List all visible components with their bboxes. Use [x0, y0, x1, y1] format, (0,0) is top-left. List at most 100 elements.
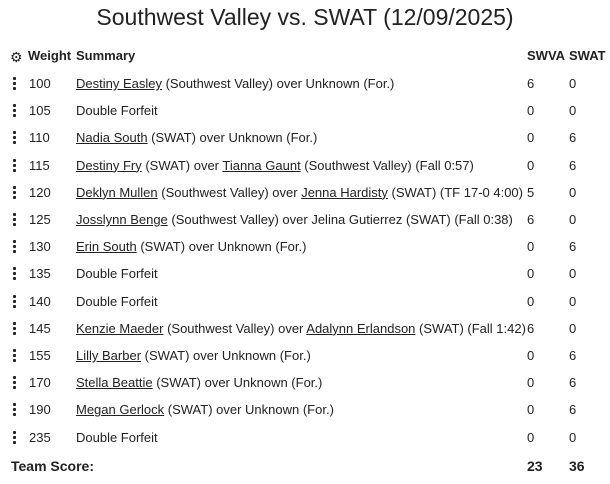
weight: 145 [29, 320, 51, 336]
wrestler-link[interactable]: Stella Beattie [76, 375, 153, 391]
wrestler-link[interactable]: Deklyn Mullen [76, 184, 158, 200]
more-menu-icon[interactable] [13, 131, 17, 146]
wrestler-link[interactable]: Kenzie Maeder [76, 320, 164, 336]
summary-text: (Southwest Valley) over Unknown (For.) [161, 76, 395, 91]
summary-text: Double Forfeit [76, 429, 158, 445]
wrestler-link[interactable]: Nadia South [76, 130, 148, 146]
table-row: 110 Nadia South (SWAT) over Unknown (For… [0, 130, 610, 150]
summary-text: (SWAT) over Unknown (For.) [164, 402, 334, 418]
summary-text: (SWAT) over Unknown (For.) [152, 375, 323, 391]
summary: Double Forfeit [76, 430, 158, 446]
summary: Deklyn Mullen (Southwest Valley) over Je… [76, 185, 523, 201]
table-row: 140 Double Forfeit 0 0 [0, 294, 610, 314]
wrestler-link[interactable]: Lilly Barber [76, 348, 142, 363]
team-b-points: 6 [569, 157, 577, 173]
summary: Double Forfeit [76, 103, 158, 119]
more-menu-icon[interactable] [13, 349, 17, 364]
wrestler-link[interactable]: Tianna Gaunt [222, 157, 301, 173]
team-a-points: 0 [527, 157, 535, 173]
team-a-points: 6 [527, 320, 535, 336]
more-menu-icon[interactable] [13, 185, 17, 201]
team-b-points: 6 [569, 239, 577, 255]
summary-text: (SWAT) over Unknown (For.) [136, 239, 307, 255]
wrestler-link[interactable]: Jenna Hardisty [301, 184, 388, 200]
team-b-points: 6 [569, 130, 577, 146]
weight: 190 [29, 402, 51, 418]
team-b-points: 0 [569, 184, 577, 200]
summary-text: (Southwest Valley) over [157, 184, 302, 200]
wrestler-link[interactable]: Erin South [76, 239, 137, 255]
wrestler-link[interactable]: Josslynn Benge [76, 212, 168, 227]
weight: 105 [29, 103, 51, 119]
summary: Stella Beattie (SWAT) over Unknown (For.… [76, 375, 322, 391]
more-menu-icon[interactable] [13, 77, 17, 92]
summary: Double Forfeit [76, 294, 158, 310]
table-row: 170 Stella Beattie (SWAT) over Unknown (… [0, 375, 610, 395]
summary-text: (SWAT) over Unknown (For.) [147, 130, 318, 146]
wrestler-link[interactable]: Adalynn Erlandson [306, 320, 416, 336]
team-b-points: 0 [569, 429, 577, 445]
team-b-header: SWAT [569, 48, 606, 63]
team-b-points: 0 [569, 212, 577, 227]
summary-text: (SWAT) over [141, 157, 223, 173]
team-a-points: 0 [527, 266, 535, 282]
team-b-points: 0 [569, 103, 577, 119]
wrestler-link[interactable]: Megan Gerlock [76, 402, 165, 418]
table-row: 130 Erin South (SWAT) over Unknown (For.… [0, 239, 610, 259]
table-row: 235 Double Forfeit 0 0 [0, 430, 610, 450]
more-menu-icon[interactable] [13, 158, 17, 174]
table-row: 135 Double Forfeit 0 0 [0, 266, 610, 286]
team-score-b: 36 [569, 458, 585, 474]
summary: Nadia South (SWAT) over Unknown (For.) [76, 130, 317, 146]
team-a-points: 0 [527, 293, 535, 309]
summary-text: (SWAT) over Unknown (For.) [141, 348, 311, 363]
table-row: 120 Deklyn Mullen (Southwest Valley) ove… [0, 185, 610, 205]
table-row: 155 Lilly Barber (SWAT) over Unknown (Fo… [0, 348, 610, 368]
wrestler-link[interactable]: Destiny Fry [76, 157, 142, 173]
gear-icon[interactable]: ⚙ [10, 49, 23, 65]
more-menu-icon[interactable] [13, 376, 17, 391]
team-score-label: Team Score: [11, 458, 94, 474]
team-a-points: 0 [527, 348, 535, 363]
more-menu-icon[interactable] [13, 240, 17, 255]
more-menu-icon[interactable] [13, 213, 17, 228]
weight-header: Weight [28, 48, 72, 63]
wrestler-link[interactable]: Destiny Easley [76, 76, 162, 91]
summary-text: (SWAT) (TF 17-0 4:00) [387, 184, 523, 200]
summary: Megan Gerlock (SWAT) over Unknown (For.) [76, 402, 334, 418]
team-b-points: 6 [569, 348, 577, 363]
team-b-points: 0 [569, 293, 577, 309]
team-a-points: 0 [527, 375, 535, 391]
summary-text: (Southwest Valley) over [163, 320, 307, 336]
weight: 170 [29, 375, 51, 391]
summary-text: (SWAT) (Fall 1:42) [415, 320, 526, 336]
summary: Erin South (SWAT) over Unknown (For.) [76, 239, 306, 255]
weight: 130 [29, 239, 51, 255]
more-menu-icon[interactable] [13, 294, 17, 310]
team-a-points: 6 [527, 76, 535, 91]
team-b-points: 0 [569, 320, 577, 336]
more-menu-icon[interactable] [13, 104, 17, 119]
summary: Destiny Easley (Southwest Valley) over U… [76, 76, 394, 92]
team-b-points: 0 [569, 266, 577, 282]
team-a-points: 0 [527, 402, 535, 418]
table-row: 190 Megan Gerlock (SWAT) over Unknown (F… [0, 402, 610, 422]
summary-text: Double Forfeit [76, 293, 158, 309]
summary: Kenzie Maeder (Southwest Valley) over Ad… [76, 321, 526, 337]
table-row: 115 Destiny Fry (SWAT) over Tianna Gaunt… [0, 158, 610, 178]
table-row: 105 Double Forfeit 0 0 [0, 103, 610, 123]
more-menu-icon[interactable] [13, 430, 17, 446]
summary-text: (Southwest Valley) (Fall 0:57) [300, 157, 474, 173]
more-menu-icon[interactable] [13, 321, 17, 337]
more-menu-icon[interactable] [13, 267, 17, 282]
summary: Double Forfeit [76, 266, 158, 282]
table-row: 125 Josslynn Benge (Southwest Valley) ov… [0, 212, 610, 232]
summary-text: (Southwest Valley) over Jelina Gutierrez… [167, 212, 513, 227]
team-a-points: 5 [527, 184, 535, 200]
team-a-points: 0 [527, 239, 535, 255]
summary: Lilly Barber (SWAT) over Unknown (For.) [76, 348, 311, 364]
team-a-points: 0 [527, 429, 535, 445]
weight: 110 [29, 130, 50, 146]
team-b-points: 6 [569, 375, 577, 391]
more-menu-icon[interactable] [13, 403, 17, 418]
